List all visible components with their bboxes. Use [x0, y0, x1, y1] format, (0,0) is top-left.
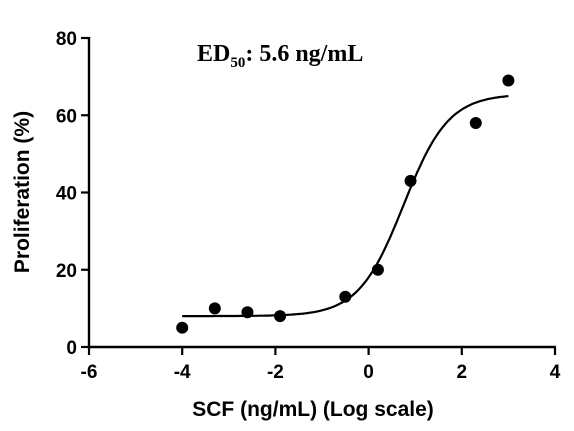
data-point	[208, 302, 221, 315]
fit-curve	[182, 95, 509, 318]
x-tick-label: -2	[267, 362, 284, 383]
ed50-annotation: ED50: 5.6 ng/mL	[197, 41, 363, 71]
axes	[87, 37, 556, 349]
y-tick-label: 0	[66, 338, 77, 359]
y-axis-title: Proliferation (%)	[11, 111, 34, 273]
ed50-value: : 5.6 ng/mL	[245, 41, 363, 67]
x-axis-title: SCF (ng/mL) (Log scale)	[192, 398, 434, 421]
y-tick-label: 20	[56, 261, 77, 282]
data-point	[241, 306, 254, 319]
x-tick-label: 2	[457, 362, 468, 383]
data-point	[404, 174, 417, 187]
data-point	[502, 74, 515, 87]
data-points	[176, 74, 515, 334]
ed50-prefix: ED	[197, 41, 230, 67]
data-point	[371, 263, 384, 276]
y-tick-label: 40	[56, 184, 77, 205]
data-point	[176, 321, 189, 334]
data-point	[469, 116, 482, 129]
x-tick-label: 4	[550, 362, 561, 383]
x-tick-label: -4	[174, 362, 191, 383]
y-tick-label: 60	[56, 106, 77, 127]
data-point	[274, 310, 287, 323]
fit-curve-layer	[182, 95, 509, 318]
ed50-subscript: 50	[230, 55, 245, 71]
x-tick-label: 0	[363, 362, 374, 383]
x-tick-label: -6	[81, 362, 98, 383]
data-point	[339, 290, 352, 303]
y-tick-label: 80	[56, 29, 77, 50]
